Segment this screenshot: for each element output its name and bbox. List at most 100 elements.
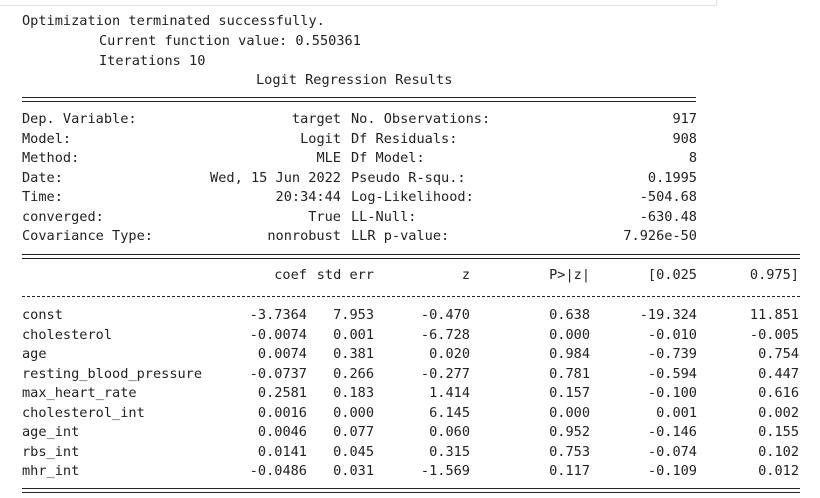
table-cell: -0.100 [647,385,697,401]
table-cell: 0.0074 [257,346,307,362]
table-cell: -0.470 [420,307,470,323]
info-value: MLE [316,150,341,166]
table-cell: 0.012 [758,463,799,479]
table-cell: 0.984 [549,346,590,362]
table-cell: -0.739 [647,346,697,362]
separator-dashed [22,296,800,297]
table-cell: 0.754 [758,346,799,362]
table-cell: 0.020 [429,346,470,362]
table-cell: 0.952 [549,424,590,440]
info-value: -504.68 [639,189,697,205]
column-header: 0.975] [749,267,799,283]
info-value: True [308,208,341,225]
table-cell: 0.0141 [257,443,307,460]
table-cell: 0.031 [333,463,374,479]
table-cell: -0.0074 [249,326,307,343]
cell-border-top [0,5,716,6]
info-value: target [291,111,341,127]
info-label: Log-Likelihood: [351,189,474,205]
function-value-line: Current function value: 0.550361 [99,33,361,49]
table-cell: 0.001 [333,326,374,343]
cell-border-corner [716,0,717,6]
info-value: 0.1995 [647,169,697,186]
table-cell: -0.594 [647,365,697,382]
row-name: resting_blood_pressure [22,365,203,382]
table-cell: 0.616 [758,385,799,401]
table-cell: 0.045 [333,443,374,460]
table-cell: -6.728 [420,326,470,343]
table-cell: 0.102 [758,443,799,460]
row-name: rbs_int [22,443,80,460]
table-cell: 0.183 [333,385,374,401]
row-name: max_heart_rate [22,385,137,401]
row-name: age [22,346,47,362]
results-title: Logit Regression Results [256,72,453,88]
separator-double [22,97,696,102]
separator-double [22,488,800,493]
row-name: mhr_int [22,463,80,479]
column-header: z [461,267,470,283]
info-value: 20:34:44 [275,189,341,205]
table-cell: 0.155 [758,424,799,440]
info-value: -630.48 [639,208,697,225]
table-cell: -19.324 [639,307,697,323]
table-cell: 0.077 [333,424,374,440]
table-cell: 7.953 [333,307,374,323]
info-label: Covariance Type: [22,228,153,244]
table-cell: 6.145 [429,404,470,421]
table-cell: 0.000 [333,404,374,421]
table-cell: 1.414 [429,385,470,401]
separator-double [22,254,800,259]
info-label: LLR p-value: [351,228,450,244]
row-name: cholesterol_int [22,404,145,421]
table-cell: -0.0486 [249,463,307,479]
row-name: const [22,307,63,323]
column-header: std err [316,267,374,283]
info-value: Wed, 15 Jun 2022 [210,169,341,186]
column-header: coef [274,267,307,283]
table-cell: 0.781 [549,365,590,382]
table-cell: 0.002 [758,404,799,421]
info-label: No. Observations: [351,111,491,127]
table-cell: 0.001 [656,404,697,421]
column-header: [0.025 [647,267,697,283]
info-label: Df Model: [351,150,425,166]
table-cell: 0.753 [549,443,590,460]
table-cell: 0.638 [549,307,590,323]
table-cell: -3.7364 [249,307,307,323]
table-cell: -0.109 [647,463,697,479]
info-label: Date: [22,169,63,186]
info-label: LL-Null: [351,208,417,225]
table-cell: 0.447 [758,365,799,382]
info-label: converged: [22,208,104,225]
info-label: Pseudo R-squ.: [351,169,466,186]
table-cell: -0.005 [749,326,799,343]
table-cell: 0.117 [549,463,590,479]
info-value: 908 [672,130,697,147]
info-value: 7.926e-50 [623,228,697,244]
status-message: Optimization terminated successfully. [22,13,325,29]
table-cell: 0.266 [333,365,374,382]
table-cell: 0.315 [429,443,470,460]
info-value: 917 [672,111,697,127]
info-label: Method: [22,150,80,166]
column-header: P>|z| [549,267,590,283]
table-cell: 11.851 [749,307,799,323]
table-cell: 0.157 [549,385,590,401]
table-cell: 0.381 [333,346,374,362]
table-cell: 0.0016 [257,404,307,421]
table-cell: -0.0737 [249,365,307,382]
table-cell: -1.569 [420,463,470,479]
table-cell: 0.0046 [257,424,307,440]
info-label: Df Residuals: [351,130,458,147]
info-value: nonrobust [267,228,341,244]
info-label: Dep. Variable: [22,111,137,127]
info-value: Logit [300,130,341,147]
info-label: Time: [22,189,63,205]
table-cell: -0.277 [420,365,470,382]
table-cell: 0.000 [549,326,590,343]
table-cell: 0.000 [549,404,590,421]
row-name: age_int [22,424,80,440]
info-value: 8 [688,150,697,166]
iterations-line: Iterations 10 [99,53,206,69]
